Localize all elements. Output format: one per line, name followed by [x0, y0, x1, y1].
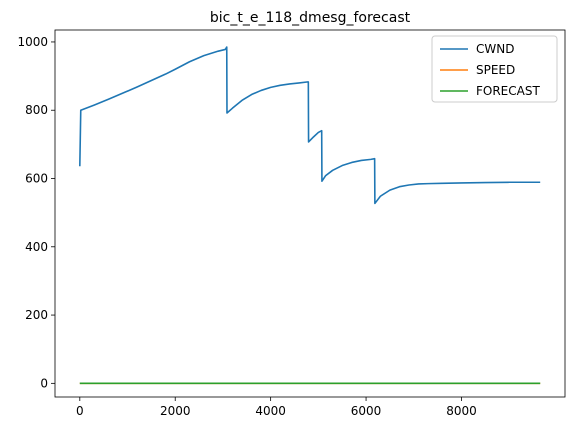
legend-label-forecast: FORECAST: [476, 84, 540, 98]
y-tick-label: 200: [25, 308, 48, 322]
x-tick-label: 2000: [160, 404, 191, 418]
x-tick-label: 4000: [255, 404, 286, 418]
plot-frame: [54, 29, 566, 398]
y-tick-label: 800: [25, 103, 48, 117]
y-tick-label: 600: [25, 172, 48, 186]
series-layer: [79, 46, 541, 385]
legend-box: [431, 35, 558, 103]
x-tick-label: 8000: [446, 404, 477, 418]
series-line-cwnd: [79, 46, 541, 205]
y-tick-label: 400: [25, 240, 48, 254]
legend-label-speed: SPEED: [476, 63, 515, 77]
x-tick-label: 0: [76, 404, 84, 418]
y-tick-label: 1000: [17, 35, 48, 49]
y-axis: 0 200 400 600 800 1000: [17, 35, 55, 390]
chart-title: bic_t_e_118_dmesg_forecast: [210, 10, 411, 26]
legend: CWND SPEED FORECAST: [431, 35, 558, 103]
x-axis: 0 2000 4000 6000 8000: [76, 397, 477, 418]
x-tick-label: 6000: [351, 404, 382, 418]
y-tick-label: 0: [40, 376, 48, 390]
legend-label-cwnd: CWND: [476, 42, 514, 56]
